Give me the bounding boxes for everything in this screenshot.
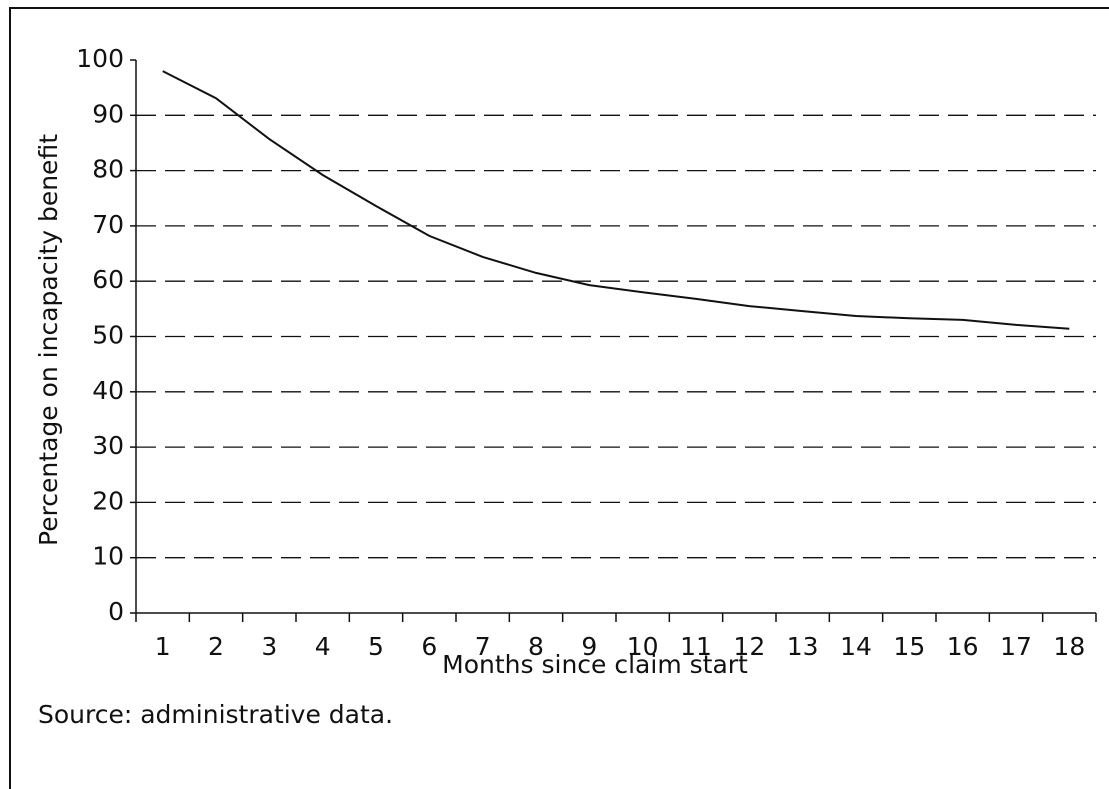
x-tick-label: 4: [315, 632, 331, 661]
y-tick-label: 60: [92, 265, 124, 294]
y-tick-label: 80: [92, 155, 124, 184]
y-tick-label: 20: [92, 486, 124, 515]
x-tick-label: 5: [368, 632, 384, 661]
x-tick-label: 12: [733, 632, 765, 661]
y-tick-label: 10: [92, 542, 124, 571]
y-tick-label: 100: [76, 44, 124, 73]
y-tick-label: 40: [92, 376, 124, 405]
frame: [9, 7, 1109, 789]
x-tick-label: 2: [208, 632, 224, 661]
x-tick-label: 10: [627, 632, 659, 661]
x-tick-label: 3: [261, 632, 277, 661]
y-axis-label: Percentage on incapacity benefit: [34, 134, 63, 546]
x-tick-label: 18: [1053, 632, 1085, 661]
y-tick-label: 70: [92, 210, 124, 239]
x-tick-label: 16: [947, 632, 979, 661]
x-tick-label: 6: [421, 632, 437, 661]
x-tick-label: 8: [528, 632, 544, 661]
x-tick-label: 14: [840, 632, 872, 661]
y-tick-label: 50: [92, 321, 124, 350]
x-tick-label: 1: [155, 632, 171, 661]
x-tick-label: 7: [475, 632, 491, 661]
data-line: [162, 70, 1070, 330]
y-tick-label: 0: [108, 597, 124, 626]
x-tick-label: 11: [680, 632, 712, 661]
x-axis-label: Months since claim start: [442, 650, 748, 679]
x-tick-label: 17: [1000, 632, 1032, 661]
y-tick-label: 90: [92, 99, 124, 128]
x-tick-label: 13: [787, 632, 819, 661]
x-tick-label: 15: [893, 632, 925, 661]
x-tick-label: 9: [581, 632, 597, 661]
source-note: Source: administrative data.: [38, 700, 393, 729]
y-tick-label: 30: [92, 431, 124, 460]
